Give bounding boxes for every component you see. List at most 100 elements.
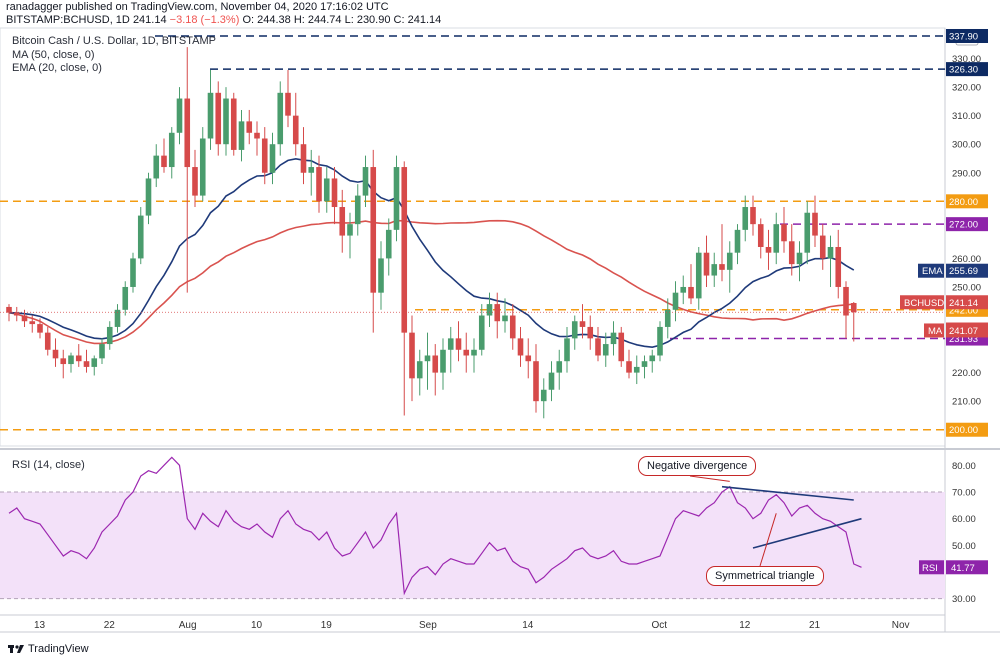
candle-body (292, 115, 299, 145)
candle-body (618, 332, 625, 362)
candle-body (750, 207, 756, 225)
candle (370, 149, 377, 333)
rsi-tick-label: 50.00 (952, 541, 976, 552)
candle-body (137, 215, 144, 259)
candle (781, 207, 787, 253)
level-tag (946, 194, 988, 209)
candle-body (331, 178, 338, 208)
candle (130, 252, 136, 293)
price-tag-value: 255.69 (949, 266, 978, 277)
candle (595, 326, 601, 362)
price-tick-label: 330.00 (952, 54, 981, 65)
candle-body (478, 315, 485, 350)
candle-body (153, 155, 160, 179)
level-label: 326.30 (949, 65, 978, 76)
candle (517, 326, 524, 367)
time-tick-label: 12 (739, 620, 751, 631)
candle (447, 326, 454, 373)
candle (261, 127, 268, 185)
symbol-label: BITSTAMP:BCHUSD, 1D (6, 14, 130, 26)
candle (695, 246, 702, 310)
candle (153, 144, 160, 188)
candle-body (378, 258, 384, 293)
candle-body (540, 389, 547, 402)
candle (401, 161, 408, 416)
level-label: 272.00 (949, 220, 978, 231)
candle (618, 326, 625, 367)
candle-body (192, 167, 198, 196)
candle (339, 189, 346, 253)
candle (223, 87, 229, 156)
level-label: 200.00 (949, 425, 978, 436)
candle-body (393, 167, 400, 230)
candle (680, 275, 687, 305)
candle (533, 344, 539, 413)
candle (176, 87, 183, 145)
candle (308, 149, 315, 196)
candle (843, 281, 849, 339)
candle-body (6, 306, 12, 313)
candle (354, 184, 361, 236)
price-tick-label: 320.00 (952, 83, 981, 94)
candle (703, 235, 710, 287)
candle (540, 378, 547, 419)
candle (83, 349, 90, 373)
candle (827, 235, 834, 287)
rsi-tick-label: 60.00 (952, 514, 976, 525)
candle-body (633, 366, 640, 373)
candle (788, 224, 795, 276)
candle (122, 281, 129, 316)
price-tag-value: 241.14 (949, 298, 978, 309)
level-tag (946, 422, 988, 437)
candle-body (680, 286, 687, 293)
candle (711, 252, 718, 287)
candle (633, 355, 640, 385)
candle (835, 229, 842, 299)
triangle-trendline (752, 517, 862, 549)
level-tag (946, 62, 988, 77)
candle-body (161, 155, 167, 168)
candle (300, 127, 307, 185)
candle (564, 326, 570, 373)
candle-body (711, 264, 718, 276)
candle (230, 92, 237, 156)
candle-body (796, 252, 803, 265)
candle (246, 109, 253, 145)
symmetrical-triangle-label: Symmetrical triangle (706, 566, 824, 586)
candle-body (447, 338, 454, 350)
candle (804, 201, 811, 265)
candle (161, 138, 167, 173)
candle-body (316, 167, 322, 202)
candle (99, 338, 105, 365)
time-tick-label: Oct (652, 620, 668, 631)
candle (75, 344, 82, 367)
candle-body (68, 355, 74, 365)
candle (486, 292, 493, 327)
close-value: C: 241.14 (393, 14, 442, 26)
rsi-tag-name-bg (919, 560, 944, 575)
candle-body (517, 338, 524, 356)
candle (742, 195, 749, 242)
candle (277, 81, 284, 156)
candle-body (207, 92, 214, 139)
high-value: H: 244.74 (293, 14, 342, 26)
candle (145, 172, 152, 225)
candle-body (610, 332, 617, 345)
candle (750, 195, 756, 236)
candle-body (277, 92, 284, 145)
candle (525, 338, 532, 379)
ma-legend: MA (50, close, 0) (12, 49, 95, 61)
candle-body (533, 361, 539, 402)
candle (556, 349, 563, 390)
tradingview-footer[interactable]: TradingView (8, 643, 89, 655)
candle-body (145, 178, 152, 216)
price-tag-value: 241.07 (949, 326, 978, 337)
candle-body (703, 252, 710, 276)
candle-body (827, 246, 834, 259)
candle-body (812, 212, 818, 236)
candle-body (300, 144, 307, 173)
candle-body (548, 372, 555, 390)
time-tick-label: 22 (104, 620, 116, 631)
candle-body (339, 207, 346, 236)
